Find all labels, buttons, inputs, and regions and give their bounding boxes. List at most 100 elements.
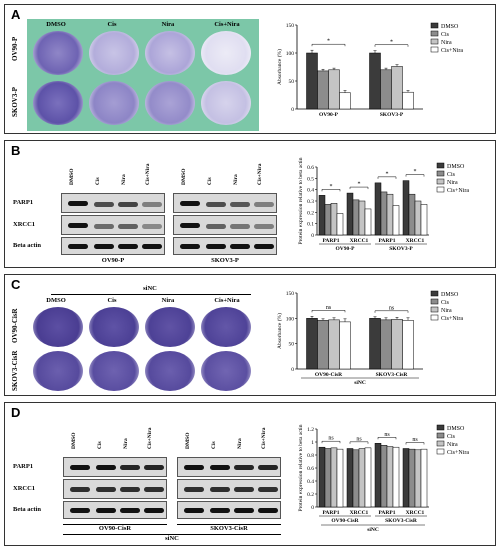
- x-tick-label: PARP1: [378, 238, 395, 244]
- panel-a: A DMSO Cis Nira Cis+Nira OV90-P SKOV3-P …: [4, 4, 496, 134]
- y-tick-label: 0.6: [307, 466, 314, 472]
- y-tick-label: 150: [286, 23, 295, 29]
- y-tick-label: 1.2: [307, 427, 314, 433]
- legend-swatch: [436, 170, 445, 177]
- lane-label: Cis+Nira: [261, 427, 267, 449]
- y-tick-label: 0.6: [307, 165, 314, 171]
- column-label: Cis: [107, 21, 117, 28]
- y-tick-label: 0: [311, 233, 314, 239]
- x-tick-label: XRCC1: [406, 510, 425, 516]
- row-label: SKOV3-CisR: [11, 350, 19, 391]
- bar: [391, 319, 403, 370]
- y-tick-label: 0.8: [307, 453, 314, 459]
- y-tick-label: 0.5: [307, 176, 314, 182]
- bar: [328, 319, 340, 370]
- legend-swatch: [430, 306, 439, 313]
- panel-c: C siNC DMSO Cis Nira Cis+Nira OV90-CisR …: [4, 274, 496, 396]
- bar: [380, 319, 392, 370]
- lane-label: Nira: [123, 438, 129, 449]
- western-blot-strip: [177, 479, 281, 499]
- legend-label: Cis: [447, 434, 456, 440]
- legend-label: Cis: [441, 300, 450, 306]
- bar: [346, 192, 354, 236]
- bar: [420, 204, 428, 236]
- bar: [380, 69, 392, 110]
- western-blot-strip: [177, 501, 281, 519]
- well-dish: [145, 351, 195, 391]
- y-tick-label: 0.4: [307, 188, 314, 194]
- significance-label: ns: [356, 436, 362, 442]
- y-tick-label: 150: [286, 291, 295, 297]
- lane-label: Cis+Nira: [147, 427, 153, 449]
- y-axis-label: Protein expression relative to beta acti…: [298, 424, 304, 511]
- significance-label: ns: [328, 436, 334, 442]
- panel-label: C: [11, 277, 21, 292]
- lane-label: Cis+Nira: [145, 163, 151, 185]
- lane-label: DMSO: [71, 432, 77, 450]
- legend-swatch: [430, 46, 439, 53]
- bar: [358, 448, 366, 508]
- well-dish: [33, 351, 83, 391]
- well-dish: [89, 307, 139, 347]
- bar: [339, 321, 351, 370]
- lane-label: Cis: [95, 177, 101, 185]
- blot-row-label: PARP1: [13, 463, 34, 470]
- y-axis-label: Absorbance (%): [276, 49, 283, 85]
- bar: [339, 92, 351, 110]
- bar: [317, 320, 329, 370]
- significance-label: *: [386, 171, 389, 177]
- well-dish: [201, 351, 251, 391]
- bar: [414, 449, 422, 508]
- well-dish: [145, 31, 195, 75]
- blot-row-label: Beta actin: [13, 506, 41, 513]
- legend-swatch: [436, 440, 445, 447]
- group-label: SKOV3-P: [211, 257, 239, 264]
- column-label: Nira: [161, 297, 175, 304]
- legend-label: Cis: [447, 172, 456, 178]
- panel-label: B: [11, 143, 21, 158]
- y-tick-label: 1: [311, 440, 314, 446]
- y-tick-label: 0.3: [307, 199, 314, 205]
- bar: [420, 448, 428, 508]
- western-blot-strip: [61, 215, 165, 235]
- y-tick-label: 100: [286, 316, 295, 322]
- legend-swatch: [436, 432, 445, 439]
- legend-swatch: [436, 424, 445, 431]
- blot-row-label: PARP1: [13, 199, 34, 206]
- panel-title: siNC: [143, 285, 157, 292]
- bar: [386, 446, 394, 508]
- legend-label: Nira: [447, 442, 458, 448]
- well-dish: [201, 81, 251, 125]
- legend-swatch: [436, 178, 445, 185]
- bar: [402, 91, 414, 110]
- group-label: OV90-CisR: [98, 525, 132, 532]
- bar: [380, 191, 388, 236]
- bar: [317, 70, 329, 110]
- x-tick-label: XRCC1: [350, 238, 369, 244]
- column-label: Cis+Nira: [214, 297, 240, 304]
- bar: [352, 199, 360, 236]
- lane-label: Cis+Nira: [257, 163, 263, 185]
- column-label: DMSO: [46, 21, 66, 28]
- panel-b: B DMSO Cis Nira Cis+Nira DMSO Cis Nira C…: [4, 140, 496, 268]
- group-rule: [63, 524, 167, 525]
- bar: [408, 448, 416, 508]
- bar: [336, 213, 344, 236]
- legend-label: Nira: [441, 308, 452, 314]
- legend-label: Cis+Nira: [441, 48, 463, 54]
- significance-label: ns: [384, 432, 390, 438]
- bar: [414, 200, 422, 236]
- bar: [374, 443, 382, 508]
- column-label: Cis+Nira: [214, 21, 240, 28]
- y-tick-label: 0: [291, 107, 294, 113]
- blot-row-label: XRCC1: [13, 221, 36, 228]
- blot-row-label: XRCC1: [13, 485, 36, 492]
- y-axis-label: Protein expression relative to beta acti…: [298, 157, 304, 244]
- well-dish: [145, 307, 195, 347]
- well-dish: [33, 307, 83, 347]
- significance-label: *: [327, 39, 330, 45]
- bar: [369, 318, 381, 370]
- well-dish: [145, 81, 195, 125]
- legend-swatch: [430, 30, 439, 37]
- bar: [380, 445, 388, 508]
